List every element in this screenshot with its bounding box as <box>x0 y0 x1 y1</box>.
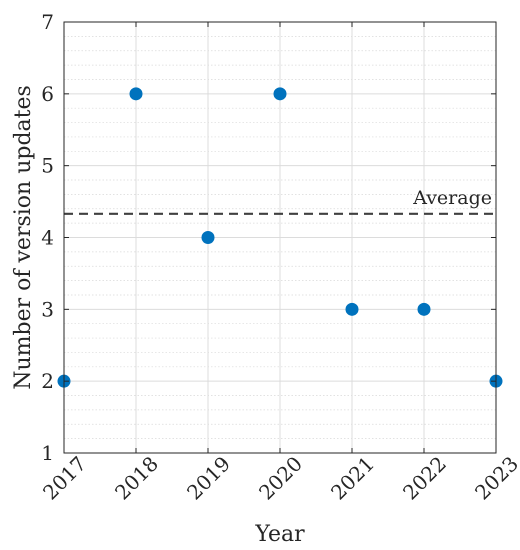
x-tick-label: 2022 <box>398 452 451 505</box>
x-tick-label: 2023 <box>470 452 520 505</box>
y-tick-label: 4 <box>41 226 54 250</box>
data-point-2019 <box>201 231 215 244</box>
y-axis-title: Number of version updates <box>11 85 36 390</box>
axis-ticks <box>63 21 497 454</box>
data-point-2021 <box>345 302 359 316</box>
y-tick-label: 6 <box>41 82 54 106</box>
y-tick-label: 3 <box>41 297 54 321</box>
y-tick-label: 5 <box>41 154 54 178</box>
x-tick-label: 2018 <box>110 452 163 505</box>
x-tick-label: 2020 <box>254 452 307 505</box>
data-point-2020 <box>273 87 287 101</box>
y-tick-labels: 1 2 3 4 5 6 7 <box>41 10 54 465</box>
data-point-2018 <box>129 87 143 101</box>
y-tick-label: 2 <box>41 369 54 393</box>
y-tick-label: 7 <box>41 10 54 34</box>
x-axis-title: Year <box>254 522 305 547</box>
data-point-2022 <box>417 302 431 316</box>
y-tick-label: 1 <box>41 441 54 465</box>
x-tick-label: 2019 <box>182 452 235 505</box>
x-tick-labels: 2017 2018 2019 2020 2021 2022 2023 <box>38 452 520 505</box>
average-label: Average <box>412 187 492 209</box>
average-line-group: Average <box>64 187 496 215</box>
major-grid <box>63 21 497 454</box>
x-tick-label: 2021 <box>326 452 379 505</box>
